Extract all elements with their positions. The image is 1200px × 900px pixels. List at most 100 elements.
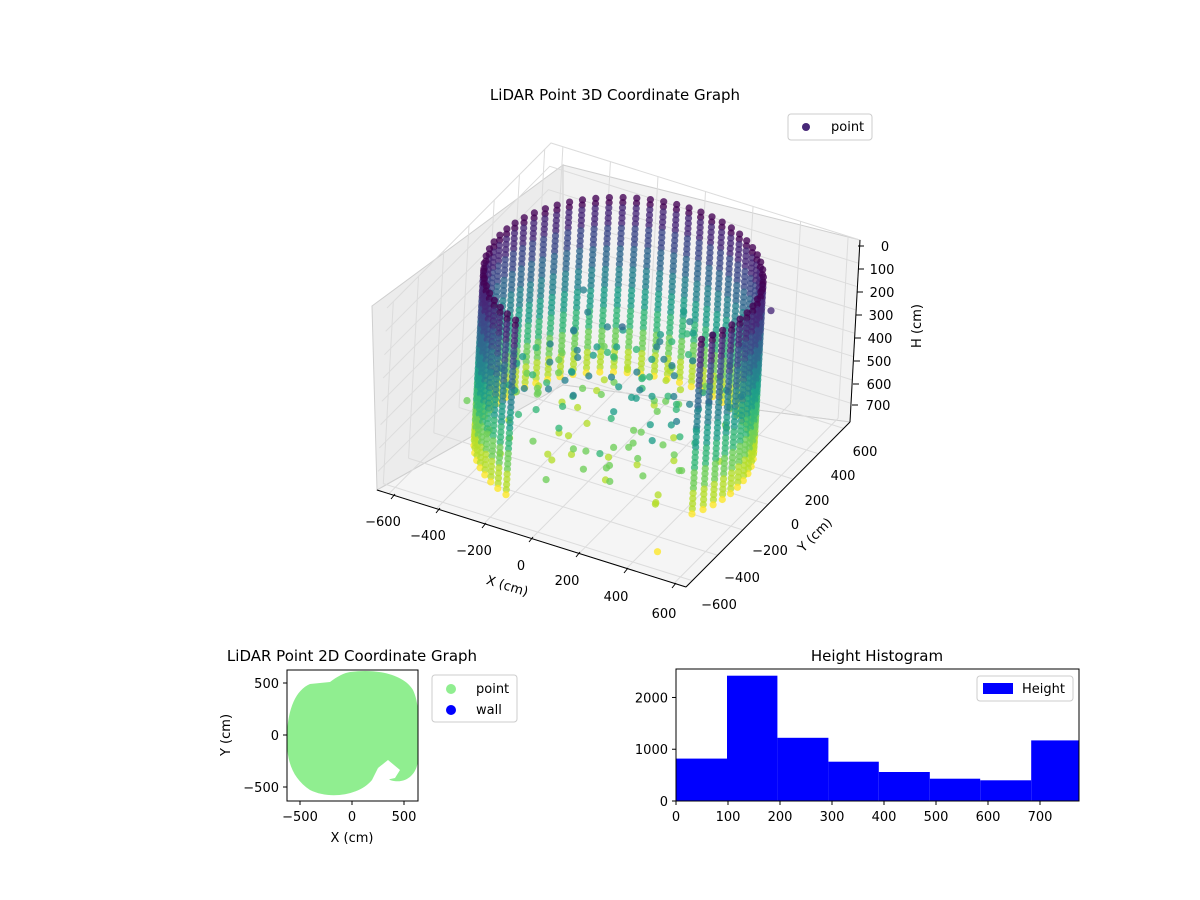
point-marker	[601, 265, 610, 273]
point-marker	[597, 390, 605, 399]
histogram-bar	[828, 761, 879, 801]
point-marker	[683, 250, 691, 258]
point-marker	[695, 376, 703, 384]
point-marker	[658, 234, 666, 242]
point-marker	[634, 454, 642, 463]
legend-frame	[976, 675, 1074, 702]
point-marker	[541, 205, 550, 213]
point-marker	[697, 208, 705, 216]
point-marker	[711, 460, 720, 468]
point-marker	[699, 500, 707, 509]
point-marker	[719, 480, 727, 488]
point-marker	[551, 237, 559, 245]
point-marker	[728, 464, 736, 472]
point-marker	[586, 302, 594, 310]
point-marker	[727, 484, 735, 493]
point-marker	[624, 365, 632, 373]
point-marker	[551, 247, 559, 255]
y-ticks: −600 −400 −200 0 200 400 600	[701, 445, 877, 613]
point-marker	[596, 450, 604, 458]
point-marker	[499, 382, 507, 390]
point-marker	[676, 373, 684, 381]
point-marker	[525, 306, 533, 314]
point-marker	[588, 261, 596, 269]
point-marker	[481, 466, 489, 474]
point-marker	[613, 296, 622, 304]
point-marker	[683, 240, 691, 248]
point-marker	[510, 229, 519, 237]
point-marker	[695, 249, 703, 257]
point-marker	[683, 235, 692, 243]
point-marker	[692, 428, 701, 436]
point-marker	[612, 317, 620, 325]
point-marker	[487, 358, 495, 366]
point-marker	[694, 392, 703, 400]
point-marker	[728, 459, 736, 467]
point-marker	[718, 347, 726, 355]
point-marker	[537, 287, 545, 295]
x-tick-label: −400	[410, 529, 446, 544]
point-marker	[691, 458, 699, 467]
point-marker	[691, 448, 700, 456]
point-marker	[753, 295, 762, 303]
point-cloud	[463, 193, 775, 556]
x-ticks: −600 −400 −200 0 200 400 600	[365, 493, 676, 622]
point-marker	[487, 353, 495, 361]
point-marker	[645, 221, 653, 229]
point-marker	[683, 245, 691, 253]
point-marker	[688, 377, 696, 386]
point-marker	[590, 225, 598, 233]
point-marker	[677, 353, 685, 361]
point-marker	[642, 267, 651, 275]
point-marker	[591, 205, 599, 213]
point-marker	[542, 476, 550, 484]
point-marker	[515, 301, 524, 309]
point-marker	[558, 332, 566, 340]
point-marker	[662, 376, 670, 385]
point-marker	[485, 399, 493, 407]
point-marker	[605, 194, 614, 202]
point-marker	[498, 413, 506, 421]
point-marker	[584, 308, 592, 316]
point-marker	[616, 250, 624, 258]
point-marker	[684, 351, 693, 359]
point-marker	[743, 405, 751, 413]
y-tick-label: 0	[271, 729, 279, 744]
point-marker	[583, 353, 591, 362]
point-marker	[633, 368, 641, 376]
point-marker	[592, 194, 600, 202]
point-marker	[700, 480, 709, 488]
point-marker	[488, 457, 496, 465]
point-marker	[664, 349, 673, 357]
chart-3d-title: LiDAR Point 3D Coordinate Graph	[490, 86, 740, 104]
point-marker	[504, 460, 512, 468]
point-marker	[694, 254, 703, 262]
point-marker	[502, 240, 510, 248]
point-marker	[703, 305, 711, 313]
point-marker	[638, 344, 646, 352]
point-marker	[489, 317, 497, 325]
point-marker	[659, 213, 667, 221]
point-marker	[745, 379, 753, 387]
point-marker	[726, 244, 734, 252]
point-marker	[495, 247, 503, 255]
point-marker	[562, 265, 570, 273]
point-marker	[506, 424, 514, 432]
x-tick-label: 500	[924, 810, 949, 825]
point-marker	[749, 307, 757, 315]
point-marker	[611, 337, 619, 345]
point-cloud-2d	[287, 671, 418, 796]
point-marker	[708, 218, 716, 226]
point-marker	[564, 229, 572, 237]
point-marker	[741, 451, 749, 459]
point-marker	[603, 235, 611, 243]
point-marker	[735, 240, 743, 248]
point-marker	[572, 319, 580, 327]
point-marker	[727, 229, 735, 237]
point-marker	[672, 206, 681, 214]
y-tick-label: 200	[805, 494, 830, 509]
point-marker	[514, 410, 523, 419]
point-marker	[733, 377, 741, 385]
point-marker	[707, 223, 716, 231]
point-marker	[546, 329, 554, 337]
